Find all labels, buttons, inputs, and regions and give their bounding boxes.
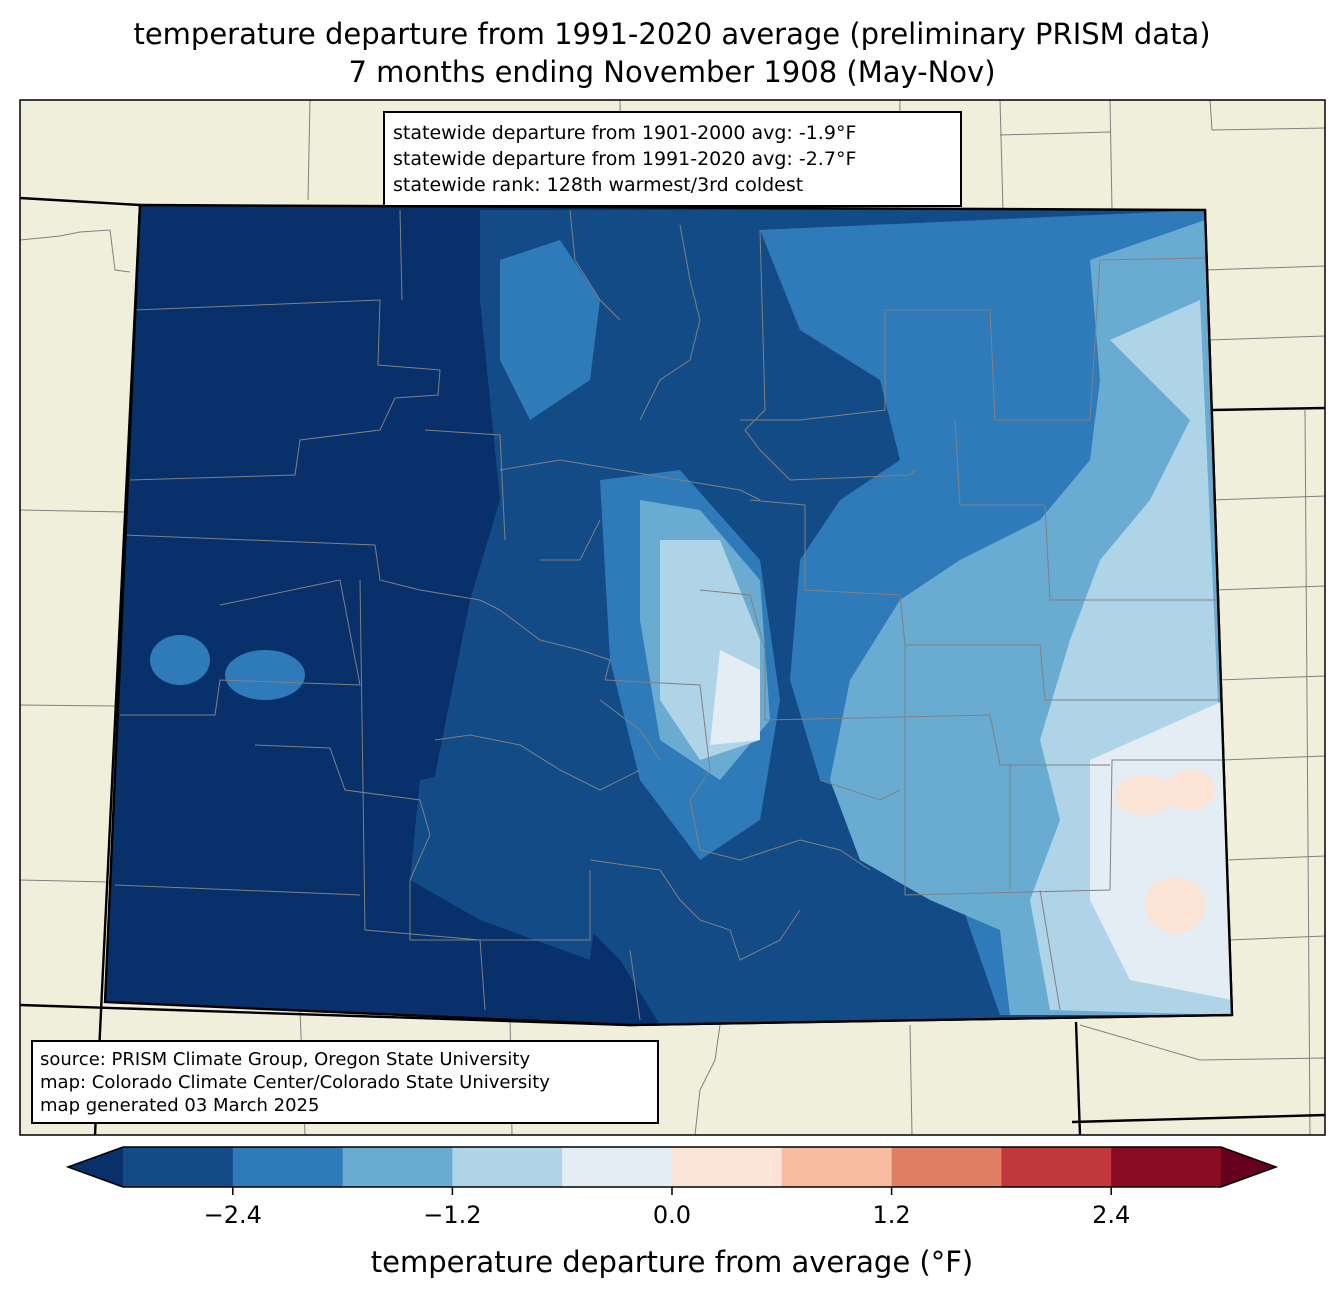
colorado-temperature-field: [105, 205, 1232, 1025]
field-band-fbe3d6: [1165, 770, 1215, 810]
colorbar-tick-label: 1.2: [873, 1201, 911, 1229]
colorbar-ticks: −2.4 −1.2 0.0 1.2 2.4: [204, 1187, 1130, 1229]
field-sanluis-lightest: [710, 650, 760, 745]
map-title-line1: temperature departure from 1991-2020 ave…: [133, 17, 1211, 51]
colorbar-label: temperature departure from average (°F): [371, 1245, 973, 1279]
source-line3: map generated 03 March 2025: [40, 1095, 319, 1116]
colorbar-tick-label: 0.0: [653, 1201, 691, 1229]
colorbar-bin: [342, 1147, 453, 1187]
field-band-fbe3d6: [1115, 775, 1175, 815]
colorbar-bin: [672, 1147, 783, 1187]
field-west-patch: [225, 650, 305, 700]
field-mountain-patch: [410, 760, 600, 960]
colorado-border: [103, 203, 1234, 1027]
colorbar-bin: [891, 1147, 1002, 1187]
stats-line1: statewide departure from 1901-2000 avg: …: [393, 122, 856, 144]
field-mountain-blue: [500, 240, 600, 420]
colorbar-bin: [452, 1147, 563, 1187]
map-title-line2: 7 months ending November 1908 (May-Nov): [348, 55, 996, 89]
colorbar-extend-low: [68, 1147, 123, 1187]
field-band-fbe3d6: [1145, 877, 1205, 933]
colorbar-tick-label: −2.4: [204, 1201, 262, 1229]
stats-line3: statewide rank: 128th warmest/3rd coldes…: [393, 174, 803, 196]
source-box: source: PRISM Climate Group, Oregon Stat…: [31, 1040, 659, 1124]
source-line1: source: PRISM Climate Group, Oregon Stat…: [40, 1049, 530, 1070]
colorbar-tick-label: −1.2: [423, 1201, 481, 1229]
stats-line2: statewide departure from 1991-2020 avg: …: [393, 148, 856, 170]
colorbar-bin: [781, 1147, 893, 1187]
colorbar-bin: [1001, 1147, 1112, 1187]
stats-box: statewide departure from 1901-2000 avg: …: [383, 111, 962, 207]
colorbar-tick-label: 2.4: [1092, 1201, 1130, 1229]
source-line2: map: Colorado Climate Center/Colorado St…: [40, 1072, 550, 1093]
colorbar-extend-high: [1221, 1147, 1276, 1187]
colorbar-bin: [562, 1147, 673, 1187]
map-frame: [19, 99, 1326, 1136]
field-west-patch: [150, 635, 210, 685]
colorbar-bin: [1111, 1147, 1222, 1187]
colorbar-outline: [65, 1146, 1279, 1188]
colorbar-bin: [232, 1147, 344, 1187]
colorado-county-lines: [114, 209, 1225, 1021]
colorbar-bin: [123, 1147, 234, 1187]
colorbar: [65, 1146, 1279, 1188]
